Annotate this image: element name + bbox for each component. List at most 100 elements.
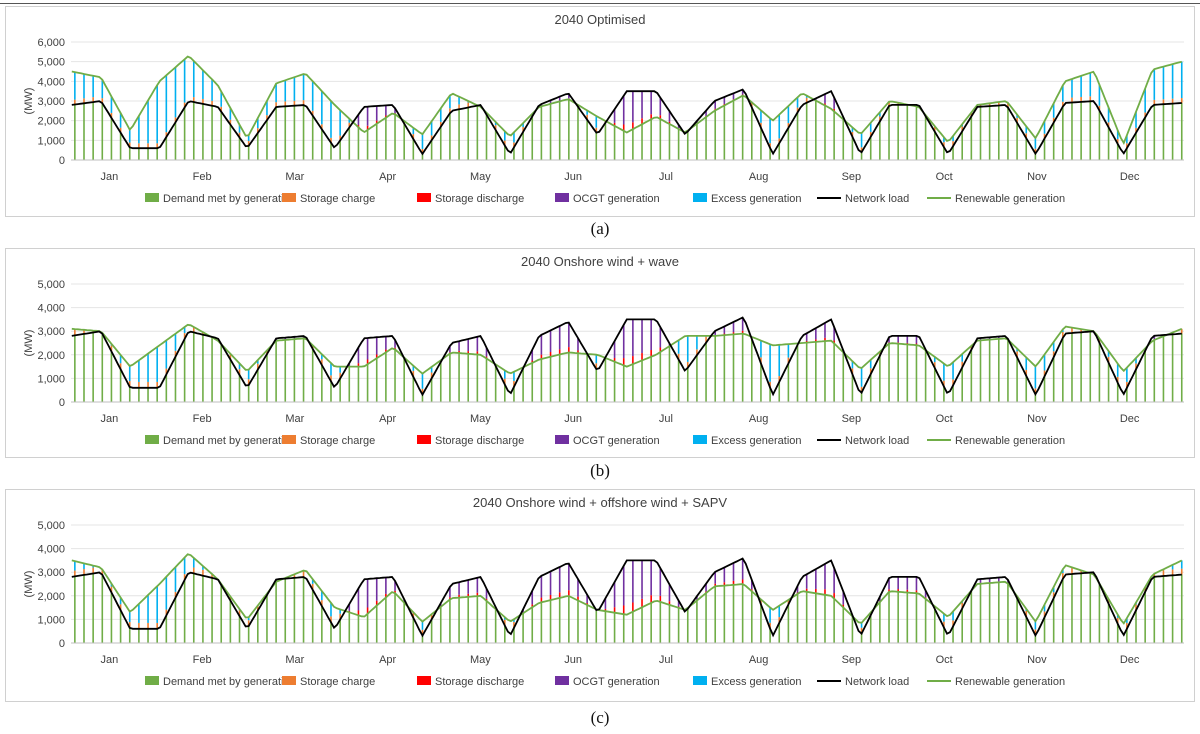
bar-demand-met	[705, 117, 707, 160]
day-bar	[558, 566, 561, 643]
day-bar	[494, 364, 497, 402]
bar-demand-met	[741, 584, 744, 643]
day-bar	[366, 337, 369, 402]
legend-label: OCGT generation	[573, 435, 660, 447]
bar-storage-charge	[321, 124, 323, 130]
bar-demand-met	[997, 338, 1000, 402]
day-bar	[92, 330, 94, 402]
bar-demand-met	[1126, 148, 1128, 160]
bar-storage-charge	[1116, 617, 1119, 624]
bar-demand-met	[732, 584, 735, 643]
bar-storage-discharge	[824, 103, 826, 106]
bar-storage-discharge	[357, 363, 360, 367]
bar-excess-generation	[74, 561, 76, 571]
day-bar	[311, 81, 314, 160]
bar-storage-charge	[119, 363, 122, 370]
bar-ocgt-generation	[357, 588, 360, 611]
bar-demand-met	[174, 122, 177, 160]
legend-label: Renewable generation	[955, 435, 1065, 447]
bar-ocgt-generation	[805, 574, 808, 589]
bar-demand-met	[266, 354, 268, 402]
bar-demand-met	[449, 599, 451, 643]
bar-storage-charge	[165, 368, 168, 375]
day-bar	[1062, 85, 1064, 160]
y-tick-label: 5,000	[37, 279, 65, 291]
x-tick-label: Mar	[285, 413, 304, 425]
bar-demand-met	[851, 374, 854, 402]
bar-demand-met	[138, 387, 140, 402]
bar-storage-charge	[1052, 117, 1055, 123]
legend-label: Storage discharge	[435, 676, 524, 688]
day-bar	[421, 134, 424, 160]
day-bar	[476, 336, 479, 402]
bar-excess-generation	[211, 79, 213, 101]
day-bar	[531, 113, 534, 160]
x-tick-label: Aug	[749, 654, 769, 666]
day-bar	[979, 104, 982, 160]
day-bar	[568, 93, 570, 160]
bar-demand-met	[1025, 375, 1028, 402]
legend-swatch	[417, 676, 431, 685]
bar-storage-charge	[183, 333, 186, 339]
bar-demand-met	[842, 607, 845, 643]
bar-storage-charge	[156, 622, 158, 629]
y-tick-label: 1,000	[37, 614, 65, 626]
bar-excess-generation	[339, 110, 341, 136]
day-bar	[513, 619, 515, 643]
bar-excess-generation	[1034, 366, 1037, 389]
bar-demand-met	[211, 337, 213, 402]
bar-storage-charge	[138, 381, 140, 388]
legend-item: OCGT generation	[555, 193, 660, 205]
bar-storage-charge	[769, 622, 771, 629]
bar-demand-met	[183, 579, 186, 643]
bar-demand-met	[92, 573, 94, 643]
bar-storage-charge	[513, 380, 515, 387]
bar-ocgt-generation	[540, 575, 543, 598]
bar-storage-charge	[1089, 96, 1092, 102]
bar-demand-met	[513, 627, 515, 643]
x-tick-label: May	[470, 413, 491, 425]
bar-storage-charge	[165, 609, 168, 616]
x-tick-label: Nov	[1027, 171, 1047, 183]
bar-demand-met	[796, 112, 799, 160]
day-bar	[943, 363, 945, 402]
bar-demand-met	[549, 356, 552, 402]
bar-excess-generation	[851, 127, 854, 132]
bar-excess-generation	[138, 603, 140, 623]
day-bar	[659, 568, 662, 643]
bar-demand-met	[549, 600, 552, 643]
x-tick-label: Jan	[101, 654, 119, 666]
day-bar	[897, 335, 899, 402]
day-bar	[732, 321, 735, 402]
legend-item: Storage discharge	[417, 193, 524, 205]
day-bar	[1043, 121, 1046, 160]
bar-storage-discharge	[732, 332, 735, 335]
bar-storage-discharge	[741, 579, 744, 585]
bar-demand-met	[860, 633, 863, 643]
day-bar	[1007, 338, 1009, 402]
bar-demand-met	[522, 368, 524, 402]
bar-ocgt-generation	[385, 105, 387, 116]
bar-excess-generation	[339, 366, 341, 373]
day-bar	[577, 338, 579, 402]
bar-demand-met	[147, 387, 149, 402]
bar-storage-charge	[595, 363, 598, 370]
bar-excess-generation	[787, 344, 790, 358]
bar-excess-generation	[1126, 618, 1128, 623]
x-tick-label: Oct	[936, 654, 953, 666]
bar-demand-met	[458, 353, 460, 402]
day-bar	[650, 560, 652, 643]
bar-ocgt-generation	[997, 336, 1000, 339]
bar-storage-charge	[339, 135, 341, 141]
day-bar	[165, 576, 168, 643]
bar-demand-met	[138, 148, 140, 160]
bar-storage-discharge	[641, 598, 643, 608]
bar-demand-met	[74, 576, 76, 643]
bar-ocgt-generation	[833, 97, 835, 109]
day-bar	[293, 574, 296, 643]
bar-demand-met	[750, 107, 753, 160]
bar-ocgt-generation	[888, 337, 890, 343]
bar-storage-charge	[1153, 99, 1156, 105]
bar-demand-met	[842, 352, 845, 402]
day-bar	[650, 91, 652, 160]
